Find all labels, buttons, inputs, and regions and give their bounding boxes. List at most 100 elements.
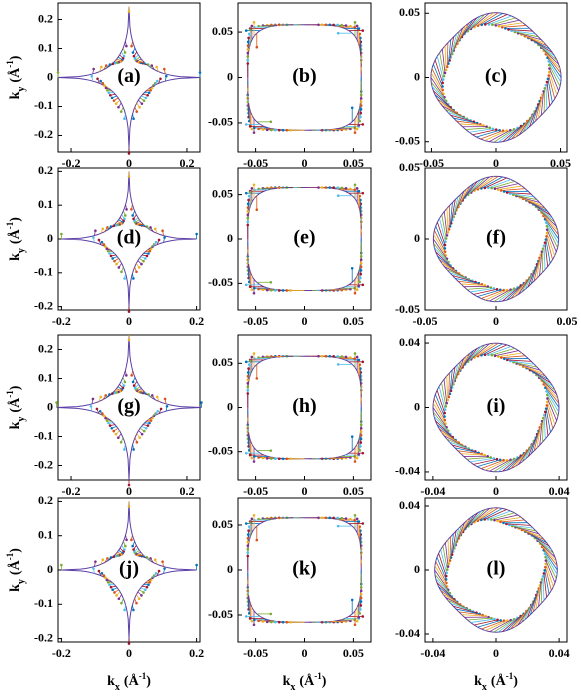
- arrow-head: [140, 432, 144, 436]
- arrow-head: [132, 384, 136, 387]
- y-tick-label: 0.2: [38, 163, 53, 177]
- arrow-head: [155, 395, 159, 399]
- arrow-head: [102, 574, 106, 577]
- arrow-head: [353, 183, 357, 187]
- spin-arrow: [461, 17, 477, 38]
- arrow-head: [444, 240, 447, 243]
- arrow-head: [127, 505, 131, 508]
- spin-arrow: [436, 56, 444, 80]
- arrow-head: [446, 565, 450, 568]
- y-axis-label-part: y: [16, 248, 27, 253]
- arrow-head: [112, 224, 116, 228]
- y-axis-label-part: -1: [5, 221, 15, 229]
- arrow-head: [148, 581, 152, 584]
- arrow-head: [104, 416, 107, 420]
- spin-arrow: [435, 394, 445, 417]
- arrow-head: [127, 10, 131, 13]
- arrow-head: [127, 642, 131, 645]
- arrow-head: [359, 441, 363, 444]
- arrow-head: [246, 533, 250, 536]
- arrow-head: [547, 60, 550, 63]
- arrow-head: [252, 286, 256, 290]
- arrow-head: [317, 23, 320, 27]
- arrow-head: [285, 620, 289, 624]
- arrow-head: [544, 83, 548, 87]
- spin-arrow: [545, 53, 562, 74]
- spin-arrow: [446, 42, 449, 67]
- arrow-head: [355, 619, 359, 623]
- arrow-head: [159, 407, 163, 411]
- arrow-head: [355, 456, 359, 460]
- spin-arrow: [522, 111, 536, 133]
- spin-arrow: [524, 35, 548, 47]
- arrow-head: [444, 574, 448, 578]
- x-tick-label: -0.05: [243, 314, 268, 328]
- arrow-head: [246, 213, 250, 217]
- spin-arrow: [512, 525, 536, 532]
- spin-arrow: [545, 408, 551, 433]
- arrow-head: [353, 131, 357, 134]
- arrow-head: [246, 40, 250, 44]
- arrow-head: [494, 128, 498, 131]
- spin-arrow: [542, 576, 545, 601]
- arrow-head: [443, 243, 447, 247]
- x-axis-label-part: -1: [314, 671, 322, 681]
- spin-arrow: [454, 447, 479, 454]
- spin-arrow: [464, 15, 481, 35]
- arrow-head: [445, 568, 449, 571]
- arrow-head: [125, 208, 128, 211]
- y-axis-label-part: k: [8, 584, 23, 592]
- arrow-head: [140, 262, 143, 266]
- y-tick-label: -0.05: [208, 607, 233, 621]
- x-tick-label: -0.2: [52, 646, 71, 660]
- arrow-head: [165, 404, 169, 408]
- spin-arrow: [485, 459, 508, 471]
- arrow-head: [349, 356, 352, 359]
- arrow-head: [198, 71, 202, 74]
- arrow-head: [289, 289, 292, 292]
- spin-arrow: [489, 289, 511, 302]
- spin-arrow: [448, 39, 452, 64]
- x-axis-label: kx (Å-1): [107, 671, 151, 693]
- y-axis-label-part: ): [8, 385, 23, 390]
- arrow-head: [247, 32, 251, 36]
- arrow-head: [336, 186, 339, 189]
- spin-arrow: [477, 289, 501, 297]
- spin-arrow: [456, 519, 468, 542]
- arrow-head: [350, 106, 354, 110]
- spin-arrow: [434, 230, 446, 253]
- arrow-head: [274, 620, 277, 624]
- arrow-head: [146, 424, 150, 427]
- spin-arrow: [453, 193, 462, 218]
- spin-arrow: [465, 127, 490, 130]
- spin-arrow: [506, 282, 525, 301]
- arrow-head: [113, 391, 117, 395]
- spin-arrow: [434, 60, 444, 84]
- arrow-head: [108, 252, 111, 255]
- spin-arrow: [438, 553, 447, 577]
- arrow-head: [244, 283, 248, 287]
- spin-arrow: [437, 222, 446, 246]
- y-tick-label: -0.2: [34, 457, 53, 471]
- arrow-head: [359, 261, 363, 265]
- spin-arrow: [474, 507, 495, 523]
- spin-arrow: [532, 100, 541, 125]
- arrow-head: [124, 214, 127, 217]
- spin-arrow: [458, 611, 483, 616]
- arrow-head: [107, 91, 111, 95]
- arrow-head: [444, 68, 448, 72]
- spin-arrow: [477, 507, 499, 522]
- arrow-head: [340, 186, 344, 190]
- arrow-head: [148, 249, 152, 253]
- spin-arrow: [514, 277, 530, 297]
- spin-arrow: [545, 85, 548, 110]
- spin-arrow: [477, 12, 499, 27]
- spin-arrow: [470, 13, 490, 30]
- arrow-head: [90, 74, 94, 78]
- arrow-head: [485, 125, 488, 128]
- arrow-head: [154, 240, 158, 244]
- arrow-head: [252, 352, 256, 355]
- arrow-head: [353, 513, 357, 517]
- x-tick-label: -0.04: [420, 484, 445, 498]
- arrow-head: [486, 285, 490, 288]
